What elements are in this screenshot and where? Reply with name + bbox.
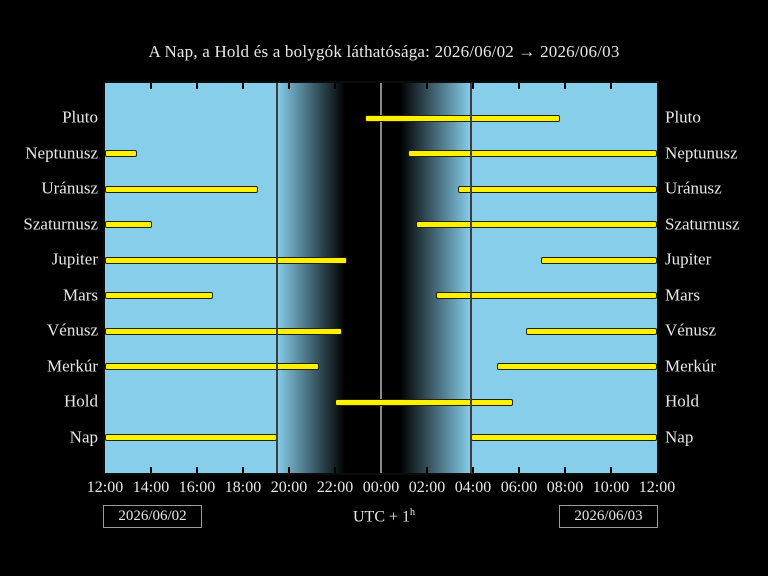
x-axis-labels: 12:00 14:00 16:00 18:00 20:00 22:00 00:00 02:00… [0,479,768,499]
axis-tick [426,467,428,473]
midnight-line [380,83,382,473]
x-tick-label: 22:00 [316,479,354,496]
row-label-right-neptunusz: Neptunusz [665,143,738,163]
visibility-bar-jupiter [541,256,657,264]
row-label-left-neptunusz: Neptunusz [25,143,98,163]
visibility-bar-nap [105,434,278,442]
timezone-text: UTC + 1 [352,508,411,526]
row-label-left-jupiter: Jupiter [51,249,98,269]
x-tick-label: 12:00 [86,479,124,496]
row-label-left-uranusz: Uránusz [41,178,98,198]
row-label-left-nap: Nap [69,427,98,447]
end-date-box: 2026/06/03 [559,505,658,528]
axis-tick [334,467,336,473]
axis-tick [472,83,474,89]
axis-tick [242,83,244,89]
row-label-left-pluto: Pluto [62,108,98,128]
sunrise-line [469,83,472,473]
visibility-bar-hold [335,398,514,406]
row-label-left-szaturnusz: Szaturnusz [23,214,98,234]
x-tick-label: 16:00 [178,479,216,496]
axis-tick [564,83,566,89]
visibility-bar-jupiter [105,256,347,264]
x-tick-label: 06:00 [500,479,538,496]
x-tick-label: 00:00 [362,479,400,496]
x-tick-label: 18:00 [224,479,262,496]
visibility-bar-venusz [105,327,342,335]
visibility-bar-szaturnusz [105,221,153,229]
axis-tick [564,467,566,473]
x-tick-label: 14:00 [132,479,170,496]
axis-tick [610,83,612,89]
visibility-bar-mars [105,292,214,300]
row-label-left-merkur: Merkúr [47,356,98,376]
plot-area [103,81,659,475]
visibility-bar-uranusz [458,185,657,193]
visibility-bar-neptunusz [407,150,657,158]
visibility-bar-merkur [496,363,657,371]
row-label-left-mars: Mars [63,285,98,305]
axis-tick [196,83,198,89]
end-date-label: 2026/06/03 [574,508,643,524]
row-label-right-jupiter: Jupiter [665,249,712,269]
axis-tick [334,83,336,89]
start-date-box: 2026/06/02 [103,505,202,528]
chart-title: A Nap, a Hold és a bolygók láthatósága: … [148,42,620,61]
visibility-bar-merkur [105,363,319,371]
visibility-bar-pluto [364,114,560,122]
row-label-right-nap: Nap [665,427,694,447]
row-label-right-mars: Mars [665,285,700,305]
x-tick-label: 04:00 [454,479,492,496]
row-label-right-venusz: Vénusz [665,320,716,340]
row-label-right-hold: Hold [665,391,699,411]
visibility-bar-szaturnusz [415,221,657,229]
timezone-exponent: h [410,507,416,518]
x-tick-label: 20:00 [270,479,308,496]
axis-tick [150,83,152,89]
visibility-bar-nap [470,434,657,442]
row-label-right-pluto: Pluto [665,108,701,128]
visibility-bar-neptunusz [105,150,138,158]
axis-tick [150,467,152,473]
axis-tick [518,467,520,473]
start-date-label: 2026/06/02 [118,508,187,524]
axis-tick [196,467,198,473]
row-labels-left: Pluto Neptunusz Uránusz Szaturnusz Jupiter Ma… [0,83,98,473]
axis-tick [288,467,290,473]
axis-tick [472,467,474,473]
visibility-bar-mars [435,292,657,300]
x-tick-label: 08:00 [546,479,584,496]
axis-tick [426,83,428,89]
row-label-left-venusz: Vénusz [47,320,98,340]
row-labels-right: Pluto Neptunusz Uránusz Szaturnusz Jupiter Ma… [665,83,768,473]
row-label-right-uranusz: Uránusz [665,178,722,198]
axis-tick [610,467,612,473]
x-tick-label: 10:00 [592,479,630,496]
axis-tick [242,467,244,473]
axis-tick [288,83,290,89]
axis-tick [518,83,520,89]
visibility-bar-venusz [525,327,657,335]
row-label-right-szaturnusz: Szaturnusz [665,214,740,234]
x-tick-label: 02:00 [408,479,446,496]
x-tick-label: 12:00 [638,479,676,496]
timezone-label: UTC + 1h [0,507,768,526]
row-label-right-merkur: Merkúr [665,356,716,376]
sunset-line [276,83,279,473]
row-label-left-hold: Hold [64,391,98,411]
visibility-bar-uranusz [105,185,258,193]
